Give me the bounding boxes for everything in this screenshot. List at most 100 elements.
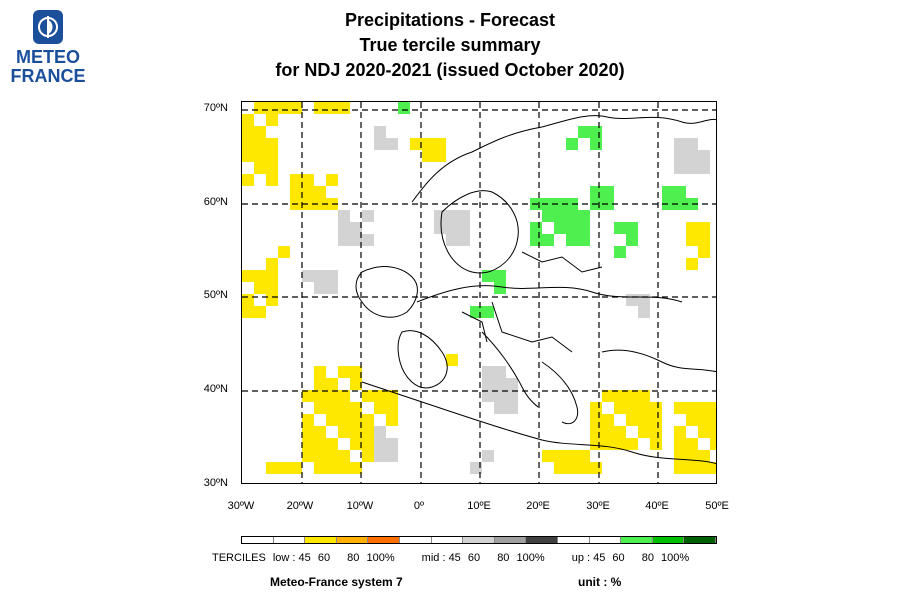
tercile-cell bbox=[494, 378, 506, 390]
tercile-cell bbox=[362, 414, 374, 426]
tercile-cell bbox=[410, 138, 422, 150]
tercile-cell bbox=[374, 450, 386, 462]
tercile-cell bbox=[698, 234, 710, 246]
mid-80-label: 80 bbox=[497, 552, 510, 564]
tercile-cell bbox=[326, 282, 338, 294]
tercile-cell bbox=[506, 402, 518, 414]
tercile-cell bbox=[482, 366, 494, 378]
tercile-cell bbox=[638, 390, 650, 402]
colorbar-segment bbox=[368, 537, 400, 543]
tercile-cell bbox=[698, 162, 710, 174]
tercile-cell bbox=[362, 210, 374, 222]
tercile-cell bbox=[566, 138, 578, 150]
tercile-cell bbox=[338, 426, 350, 438]
tercile-cell bbox=[302, 174, 314, 186]
tercile-cell bbox=[554, 450, 566, 462]
tercile-cell bbox=[314, 102, 326, 114]
tercile-cell bbox=[446, 222, 458, 234]
tercile-cell bbox=[434, 138, 446, 150]
tercile-cell bbox=[698, 414, 710, 426]
tercile-cell bbox=[338, 234, 350, 246]
tercile-cell bbox=[650, 426, 662, 438]
tercile-cell bbox=[338, 462, 350, 474]
lon-label-10w: 10ºW bbox=[346, 500, 374, 512]
tercile-cell bbox=[314, 390, 326, 402]
lon-label-50e: 50ºE bbox=[705, 500, 729, 512]
tercile-cell bbox=[446, 210, 458, 222]
tercile-cell bbox=[566, 234, 578, 246]
tercile-cell bbox=[650, 402, 662, 414]
unit-label: unit : % bbox=[578, 575, 622, 589]
tercile-cell bbox=[338, 390, 350, 402]
tercile-cell bbox=[362, 438, 374, 450]
tercile-cell bbox=[674, 150, 686, 162]
tercile-cell bbox=[266, 150, 278, 162]
tercile-cell bbox=[698, 426, 710, 438]
logo-text-line2: FRANCE bbox=[10, 66, 86, 86]
tercile-cell bbox=[338, 414, 350, 426]
tercile-cell bbox=[386, 438, 398, 450]
tercile-cell bbox=[326, 462, 338, 474]
tercile-cell bbox=[470, 306, 482, 318]
colorbar-segment bbox=[494, 537, 527, 543]
tercile-cell bbox=[470, 462, 482, 474]
tercile-cell bbox=[686, 162, 698, 174]
tercile-cell bbox=[326, 174, 338, 186]
tercile-cell bbox=[350, 402, 362, 414]
tercile-cell bbox=[242, 150, 254, 162]
tercile-cell bbox=[686, 450, 698, 462]
tercile-cell bbox=[698, 150, 710, 162]
tercile-cell bbox=[278, 246, 290, 258]
tercile-cell bbox=[458, 222, 470, 234]
lon-label-20w: 20ºW bbox=[286, 500, 314, 512]
tercile-cell bbox=[710, 426, 716, 438]
tercile-cell bbox=[542, 234, 554, 246]
tercile-cell bbox=[602, 414, 614, 426]
tercile-cell bbox=[590, 426, 602, 438]
tercile-cell bbox=[266, 114, 278, 126]
tercile-cell bbox=[626, 414, 638, 426]
tercile-cell bbox=[290, 102, 302, 114]
lat-label-30n: 30ºN bbox=[203, 477, 228, 489]
tercile-cell bbox=[710, 462, 716, 474]
tercile-cell bbox=[290, 462, 302, 474]
tercile-cell bbox=[638, 306, 650, 318]
tercile-cell bbox=[338, 402, 350, 414]
tercile-cell bbox=[494, 282, 506, 294]
tercile-cell bbox=[434, 150, 446, 162]
tercile-cell bbox=[278, 462, 290, 474]
tercile-cell bbox=[314, 378, 326, 390]
tercile-cell bbox=[590, 414, 602, 426]
tercile-cell bbox=[698, 462, 710, 474]
tercile-cell bbox=[350, 222, 362, 234]
colorbar-segment bbox=[621, 537, 653, 543]
tercile-cell bbox=[350, 438, 362, 450]
tercile-cell bbox=[266, 282, 278, 294]
mid-100-label: 100% bbox=[516, 552, 545, 564]
tercile-cell bbox=[350, 366, 362, 378]
tercile-cell bbox=[698, 402, 710, 414]
tercile-cell bbox=[686, 258, 698, 270]
tercile-cell bbox=[674, 186, 686, 198]
colorbar-segment bbox=[684, 537, 716, 543]
tercile-cell bbox=[290, 186, 302, 198]
tercile-cell bbox=[290, 174, 302, 186]
tercile-cell bbox=[434, 222, 446, 234]
tercile-cell bbox=[302, 270, 314, 282]
tercile-cell bbox=[422, 150, 434, 162]
tercile-cell bbox=[374, 438, 386, 450]
tercile-cells bbox=[242, 102, 716, 474]
tercile-cell bbox=[506, 390, 518, 402]
tercile-cell bbox=[302, 438, 314, 450]
tercile-cell bbox=[362, 390, 374, 402]
tercile-cell bbox=[314, 402, 326, 414]
tercile-cell bbox=[242, 174, 254, 186]
tercile-cell bbox=[698, 246, 710, 258]
tercile-cell bbox=[578, 462, 590, 474]
meteo-france-logo: METEO FRANCE bbox=[8, 10, 88, 90]
tercile-cell bbox=[626, 234, 638, 246]
colorbar-segment bbox=[399, 537, 432, 543]
tercile-cell bbox=[542, 450, 554, 462]
tercile-cell bbox=[590, 402, 602, 414]
tercile-cell bbox=[590, 138, 602, 150]
